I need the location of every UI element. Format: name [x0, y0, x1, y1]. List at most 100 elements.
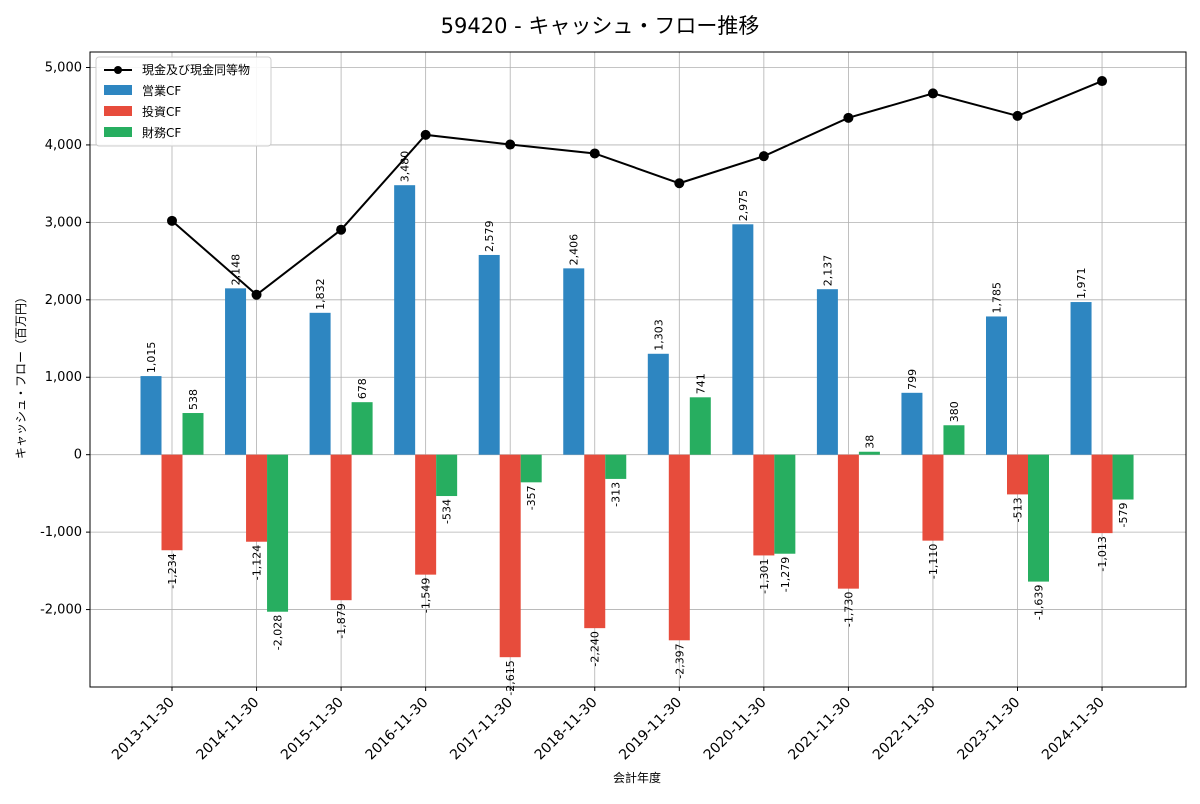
cash-line-point: [589, 148, 600, 159]
bar-label-operating: 2,137: [821, 255, 834, 287]
bar-label-financing: -2,028: [272, 615, 285, 650]
y-tick-label: 0: [74, 448, 82, 463]
x-tick-label: 2023-11-30: [954, 695, 1023, 764]
bar-operating: [140, 376, 162, 455]
legend-line-marker: [114, 66, 122, 74]
bar-financing: [267, 454, 289, 612]
cash-line-point: [927, 88, 938, 99]
bar-label-investing: -2,397: [673, 643, 686, 678]
y-tick-label: 2,000: [45, 293, 82, 308]
bar-financing: [436, 454, 458, 497]
bar-operating: [1070, 302, 1092, 455]
x-tick-label: 2021-11-30: [785, 695, 854, 764]
bar-investing: [1091, 454, 1113, 534]
bar-label-financing: -1,639: [1033, 585, 1046, 620]
bar-label-financing: -534: [441, 499, 454, 524]
bar-investing: [499, 454, 521, 658]
y-tick-label: 3,000: [45, 215, 82, 230]
cash-line-point: [674, 178, 685, 189]
bar-label-investing: -2,240: [589, 631, 602, 666]
bar-label-operating: 1,832: [314, 278, 327, 310]
bar-label-operating: 1,785: [991, 282, 1004, 314]
x-tick-label: 2019-11-30: [616, 695, 685, 764]
cash-line-point: [251, 289, 262, 300]
bar-label-investing: -1,234: [166, 553, 179, 588]
bar-label-operating: 2,148: [230, 254, 243, 285]
x-tick-label: 2014-11-30: [194, 695, 263, 764]
bar-label-financing: -357: [525, 485, 538, 510]
y-tick-label: -1,000: [40, 525, 82, 540]
x-tick-label: 2024-11-30: [1039, 695, 1108, 764]
y-axis-label: キャッシュ・フロー（百万円）: [14, 291, 28, 459]
y-tick-label: 5,000: [45, 60, 82, 75]
bar-label-investing: -1,110: [927, 544, 940, 579]
bar-label-investing: -513: [1012, 497, 1025, 522]
bar-investing: [246, 454, 268, 542]
bar-operating: [478, 254, 500, 455]
bar-financing: [1028, 454, 1049, 582]
bar-investing: [584, 454, 606, 629]
bar-operating: [901, 392, 923, 455]
bar-financing: [1112, 454, 1134, 500]
bar-operating: [563, 268, 585, 455]
legend-box: [95, 56, 272, 147]
bar-label-operating: 2,406: [568, 234, 581, 266]
x-tick-label: 2013-11-30: [109, 695, 178, 764]
bar-operating: [732, 224, 754, 455]
bar-label-investing: -1,124: [251, 545, 264, 580]
bar-financing: [182, 413, 204, 455]
x-tick-label: 2020-11-30: [701, 695, 770, 764]
bar-label-operating: 3,480: [399, 151, 412, 183]
bar-label-operating: 1,971: [1075, 268, 1088, 300]
bar-label-operating: 1,015: [145, 342, 158, 374]
bar-label-financing: -1,279: [779, 557, 792, 592]
bar-label-investing: -1,013: [1096, 536, 1109, 571]
y-tick-label: -2,000: [40, 603, 82, 618]
bar-label-operating: 2,579: [483, 220, 496, 252]
cash-line-point: [1012, 110, 1023, 121]
x-axis: 2013-11-30 2014-11-30 2015-11-30 2016-11-30…: [109, 687, 1108, 763]
cash-line-point: [167, 215, 177, 226]
bar-investing: [668, 454, 690, 641]
bar-investing: [330, 454, 352, 601]
bar-investing: [837, 454, 859, 589]
x-tick-label: 2016-11-30: [363, 695, 432, 764]
cash-line-point: [420, 129, 431, 140]
x-axis-label: 会計年度: [613, 770, 661, 785]
legend-label-investing: 投資CF: [142, 104, 181, 119]
bar-operating: [986, 316, 1007, 455]
legend: 現金及び現金同等物 営業CF 投資CF 財務CF: [95, 56, 272, 147]
bar-investing: [922, 454, 944, 541]
cash-line-point: [1097, 76, 1108, 87]
bar-value-labels: 1,015 2,148 1,832 3,480 2,579 2,406 1,303 2,975…: [145, 151, 1130, 696]
y-tick-label: 1,000: [45, 370, 82, 385]
bar-financing: [520, 454, 542, 483]
legend-swatch-financing: [104, 127, 132, 137]
cash-line-path: [171, 80, 1103, 297]
bar-label-financing: 380: [948, 401, 961, 422]
bar-label-financing: -313: [610, 482, 623, 507]
bar-label-investing: -1,301: [758, 558, 771, 593]
bars: [140, 185, 1134, 658]
bar-label-financing: 38: [863, 435, 876, 449]
legend-label-cash: 現金及び現金同等物: [142, 62, 250, 77]
bar-operating: [816, 289, 838, 455]
bar-financing: [858, 451, 880, 455]
cash-line-point: [843, 112, 854, 123]
legend-swatch-investing: [104, 106, 132, 116]
bar-label-financing: 538: [187, 389, 200, 410]
grid-lines: [90, 52, 1186, 687]
y-axis: -2,000 -1,000 0 1,000 2,000 3,000 4,000 5,000: [40, 60, 90, 618]
bar-investing: [161, 454, 183, 551]
legend-label-financing: 財務CF: [142, 125, 181, 140]
bar-label-operating: 2,975: [737, 190, 750, 222]
bar-financing: [605, 454, 627, 479]
cash-line-point: [505, 139, 516, 150]
bar-label-investing: -1,549: [420, 578, 433, 613]
bar-financing: [351, 402, 373, 455]
bar-label-investing: -1,879: [335, 603, 348, 638]
bar-operating: [225, 288, 247, 455]
bar-operating: [309, 312, 331, 455]
